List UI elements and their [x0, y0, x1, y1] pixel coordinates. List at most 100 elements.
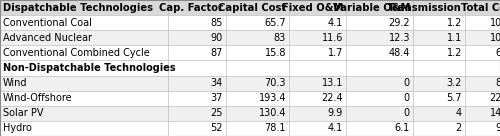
- Bar: [465, 106, 500, 121]
- Bar: [168, 45, 226, 60]
- Text: Hydro: Hydro: [3, 123, 32, 133]
- Text: 22.4: 22.4: [322, 93, 343, 103]
- Bar: [0, 30, 168, 45]
- Text: 90.3: 90.3: [496, 123, 500, 133]
- Text: 100.1: 100.1: [490, 18, 500, 28]
- Bar: [289, 0, 346, 15]
- Bar: [465, 0, 500, 15]
- Bar: [465, 30, 500, 45]
- Text: Non-Dispatchable Technologies: Non-Dispatchable Technologies: [3, 63, 176, 73]
- Text: Cap. Factor: Cap. Factor: [159, 3, 223, 13]
- Text: 12.3: 12.3: [388, 33, 410, 43]
- Text: Advanced Nuclear: Advanced Nuclear: [3, 33, 92, 43]
- Text: 70.3: 70.3: [264, 78, 286, 88]
- Bar: [226, 76, 289, 91]
- Text: 193.4: 193.4: [258, 93, 286, 103]
- Bar: [346, 60, 413, 76]
- Text: 37: 37: [210, 93, 223, 103]
- Bar: [168, 76, 226, 91]
- Text: 25: 25: [210, 108, 223, 118]
- Bar: [168, 91, 226, 106]
- Bar: [168, 15, 226, 30]
- Text: 1.2: 1.2: [446, 18, 462, 28]
- Bar: [226, 91, 289, 106]
- Text: 85: 85: [210, 18, 223, 28]
- Bar: [226, 121, 289, 136]
- Text: 11.6: 11.6: [322, 33, 343, 43]
- Bar: [289, 106, 346, 121]
- Bar: [465, 45, 500, 60]
- Bar: [168, 30, 226, 45]
- Text: 90: 90: [211, 33, 223, 43]
- Bar: [0, 15, 168, 30]
- Bar: [465, 76, 500, 91]
- Text: Conventional Combined Cycle: Conventional Combined Cycle: [3, 48, 150, 58]
- Text: Dispatchable Technologies: Dispatchable Technologies: [3, 3, 153, 13]
- Bar: [346, 30, 413, 45]
- Text: 4: 4: [456, 108, 462, 118]
- Text: 0: 0: [404, 108, 410, 118]
- Bar: [168, 60, 226, 76]
- Bar: [289, 45, 346, 60]
- Bar: [226, 15, 289, 30]
- Bar: [0, 76, 168, 91]
- Text: Conventional Coal: Conventional Coal: [3, 18, 92, 28]
- Bar: [0, 0, 168, 15]
- Bar: [0, 60, 168, 76]
- Bar: [413, 60, 465, 76]
- Bar: [465, 60, 500, 76]
- Bar: [226, 0, 289, 15]
- Bar: [168, 106, 226, 121]
- Text: 6.1: 6.1: [395, 123, 410, 133]
- Text: 86.6: 86.6: [496, 78, 500, 88]
- Text: 130.4: 130.4: [258, 108, 286, 118]
- Bar: [346, 45, 413, 60]
- Bar: [465, 121, 500, 136]
- Bar: [289, 121, 346, 136]
- Bar: [346, 121, 413, 136]
- Bar: [289, 15, 346, 30]
- Text: 221.5: 221.5: [489, 93, 500, 103]
- Text: 83: 83: [274, 33, 286, 43]
- Text: 9.9: 9.9: [328, 108, 343, 118]
- Text: 29.2: 29.2: [388, 18, 410, 28]
- Text: 0: 0: [404, 78, 410, 88]
- Bar: [346, 76, 413, 91]
- Text: 65.7: 65.7: [264, 18, 286, 28]
- Text: 52: 52: [210, 123, 223, 133]
- Text: Wind-Offshore: Wind-Offshore: [3, 93, 72, 103]
- Text: 1.7: 1.7: [328, 48, 343, 58]
- Text: Total Cost: Total Cost: [462, 3, 500, 13]
- Text: 15.8: 15.8: [264, 48, 286, 58]
- Bar: [226, 106, 289, 121]
- Bar: [0, 121, 168, 136]
- Bar: [346, 106, 413, 121]
- Text: 5.7: 5.7: [446, 93, 462, 103]
- Text: 144.3: 144.3: [490, 108, 500, 118]
- Text: 87: 87: [210, 48, 223, 58]
- Bar: [413, 30, 465, 45]
- Bar: [413, 0, 465, 15]
- Text: 67.1: 67.1: [496, 48, 500, 58]
- Bar: [413, 15, 465, 30]
- Text: 78.1: 78.1: [264, 123, 286, 133]
- Text: Transmission: Transmission: [388, 3, 462, 13]
- Text: 4.1: 4.1: [328, 123, 343, 133]
- Bar: [0, 91, 168, 106]
- Text: Variable O&M: Variable O&M: [332, 3, 410, 13]
- Bar: [413, 91, 465, 106]
- Text: Fixed O&M: Fixed O&M: [282, 3, 343, 13]
- Text: 3.2: 3.2: [446, 78, 462, 88]
- Bar: [168, 121, 226, 136]
- Text: 1.1: 1.1: [447, 33, 462, 43]
- Bar: [226, 30, 289, 45]
- Bar: [226, 45, 289, 60]
- Text: 0: 0: [404, 93, 410, 103]
- Text: 48.4: 48.4: [388, 48, 410, 58]
- Bar: [346, 91, 413, 106]
- Bar: [413, 45, 465, 60]
- Text: 13.1: 13.1: [322, 78, 343, 88]
- Bar: [289, 60, 346, 76]
- Bar: [289, 76, 346, 91]
- Text: 34: 34: [211, 78, 223, 88]
